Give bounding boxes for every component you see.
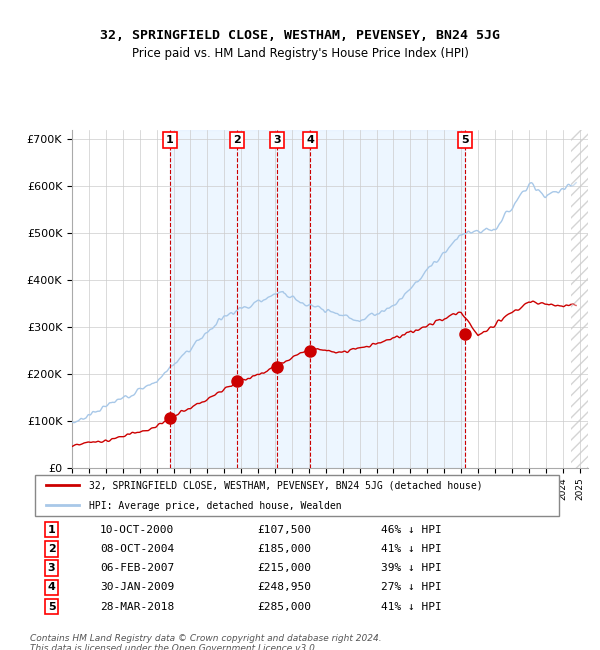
Text: 46% ↓ HPI: 46% ↓ HPI [381,525,442,534]
Text: Contains HM Land Registry data © Crown copyright and database right 2024.
This d: Contains HM Land Registry data © Crown c… [30,634,382,650]
Text: 4: 4 [306,135,314,145]
Text: £185,000: £185,000 [257,544,311,554]
Bar [170,130,465,468]
Text: £215,000: £215,000 [257,563,311,573]
Text: Price paid vs. HM Land Registry's House Price Index (HPI): Price paid vs. HM Land Registry's House … [131,47,469,60]
Text: 32, SPRINGFIELD CLOSE, WESTHAM, PEVENSEY, BN24 5JG (detached house): 32, SPRINGFIELD CLOSE, WESTHAM, PEVENSEY… [89,481,483,491]
Text: 1: 1 [166,135,173,145]
Text: 06-FEB-2007: 06-FEB-2007 [100,563,175,573]
Text: 4: 4 [47,582,56,592]
FancyBboxPatch shape [35,475,559,516]
Text: 30-JAN-2009: 30-JAN-2009 [100,582,175,592]
Text: 5: 5 [48,602,55,612]
Text: 27% ↓ HPI: 27% ↓ HPI [381,582,442,592]
Text: 39% ↓ HPI: 39% ↓ HPI [381,563,442,573]
Text: 2: 2 [233,135,241,145]
Text: 1: 1 [48,525,55,534]
Text: 28-MAR-2018: 28-MAR-2018 [100,602,175,612]
Text: 3: 3 [48,563,55,573]
Bar [571,130,588,468]
Text: £107,500: £107,500 [257,525,311,534]
Text: 2: 2 [48,544,55,554]
Text: 32, SPRINGFIELD CLOSE, WESTHAM, PEVENSEY, BN24 5JG: 32, SPRINGFIELD CLOSE, WESTHAM, PEVENSEY… [100,29,500,42]
Text: 41% ↓ HPI: 41% ↓ HPI [381,602,442,612]
Text: 08-OCT-2004: 08-OCT-2004 [100,544,175,554]
Text: £285,000: £285,000 [257,602,311,612]
Text: 41% ↓ HPI: 41% ↓ HPI [381,544,442,554]
Bar [571,130,588,468]
Text: £248,950: £248,950 [257,582,311,592]
Text: 3: 3 [273,135,281,145]
Text: HPI: Average price, detached house, Wealden: HPI: Average price, detached house, Weal… [89,500,342,511]
Text: 10-OCT-2000: 10-OCT-2000 [100,525,175,534]
Text: 5: 5 [461,135,469,145]
